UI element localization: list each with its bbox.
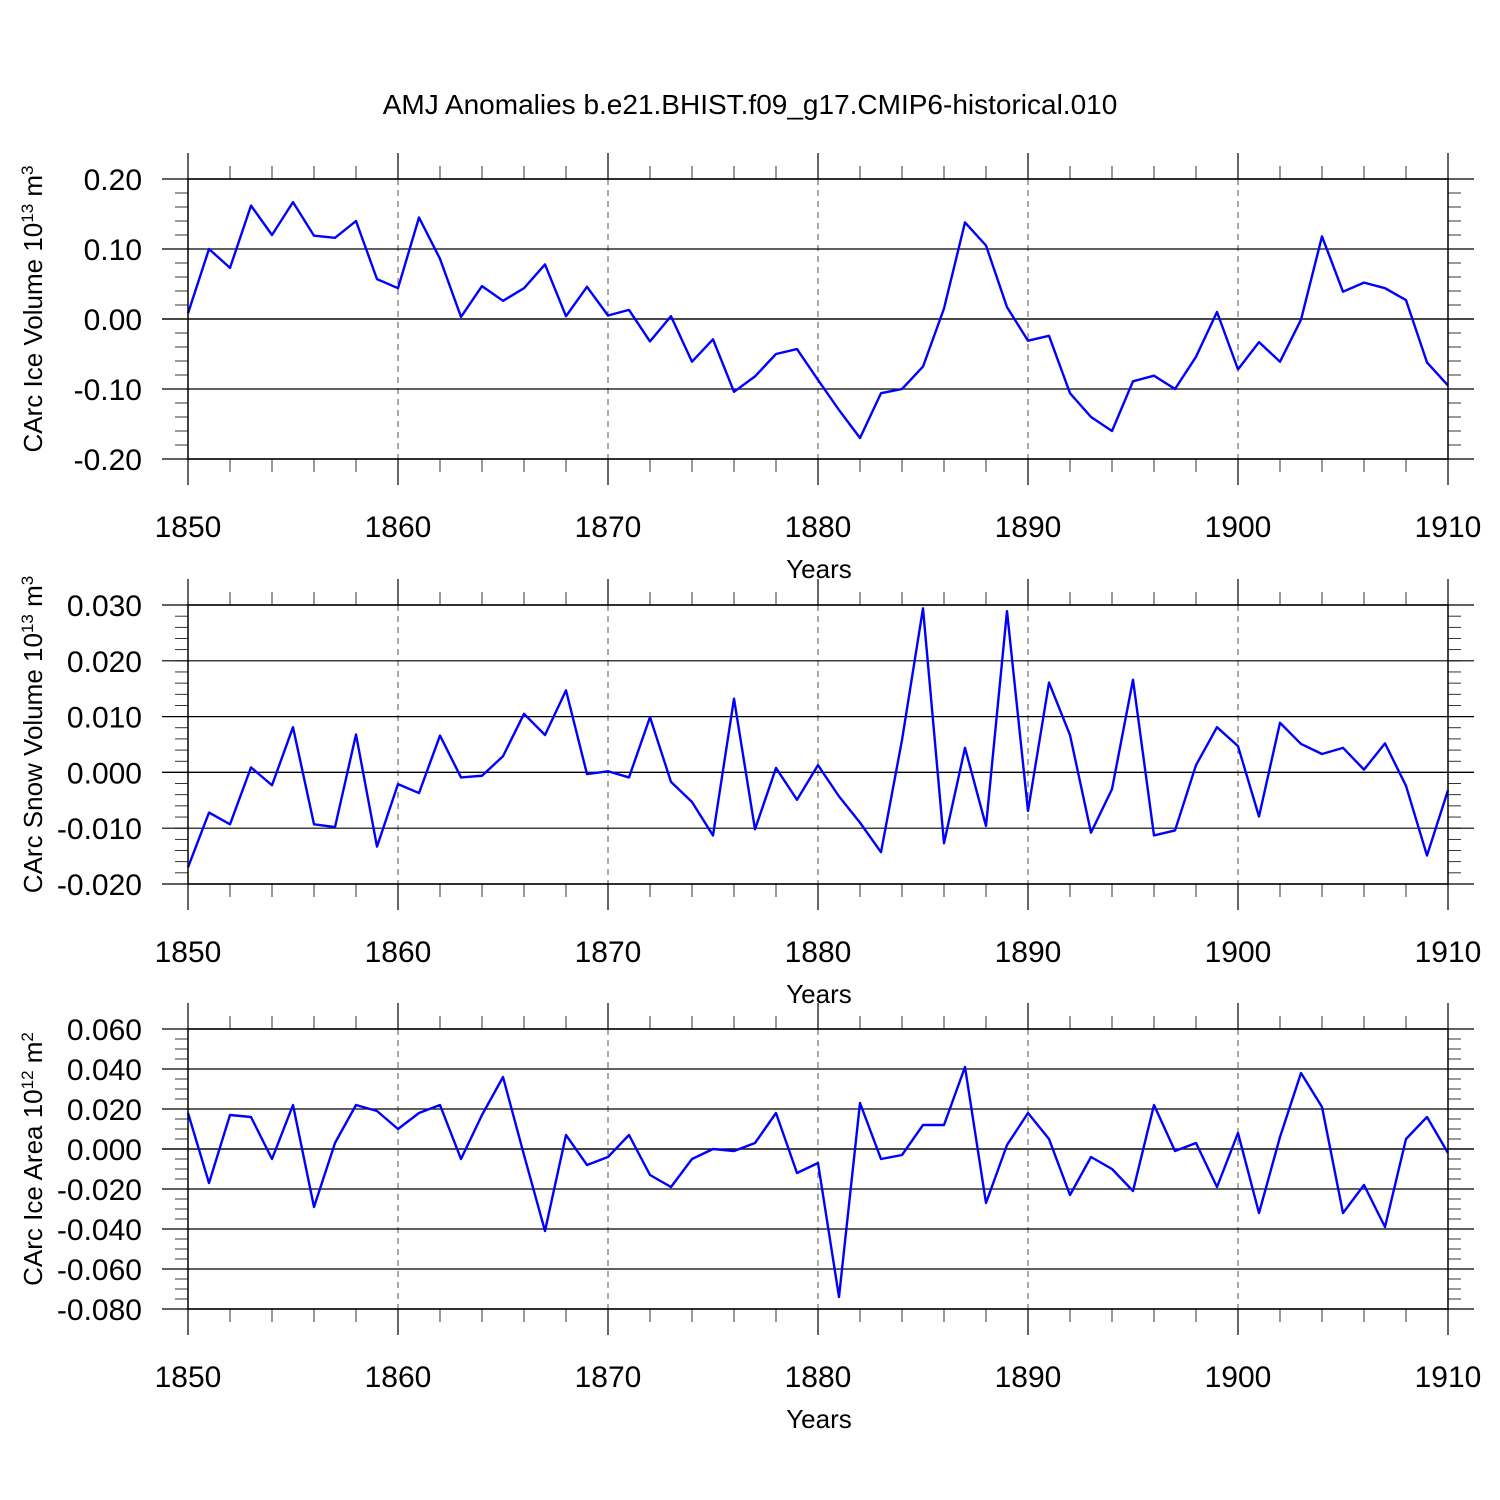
y-tick-label: -0.10 xyxy=(74,374,142,407)
y-axis-title: CArc Snow Volume 1013 m3 xyxy=(18,576,48,893)
x-tick-label: 1860 xyxy=(365,936,432,969)
y-axis-title-superscript: 12 xyxy=(18,1070,37,1089)
y-tick-label: -0.010 xyxy=(57,813,142,846)
y-tick-label: -0.020 xyxy=(57,869,142,902)
y-axis-title-part: CArc Snow Volume 10 xyxy=(18,633,48,893)
y-axis-title-part: m xyxy=(18,585,48,614)
panels: -0.20 -0.10 0.00 0.10 0.20 1850 1860 1870 1880 18… xyxy=(18,153,1482,1434)
x-tick-label: 1890 xyxy=(995,1361,1062,1394)
plot-frame xyxy=(187,604,1449,885)
y-tick-label: 0.20 xyxy=(84,164,142,197)
y-axis-title-part: CArc Ice Area 10 xyxy=(18,1089,48,1286)
plot-frame xyxy=(187,1028,1449,1310)
x-tick-label: 1870 xyxy=(575,511,642,544)
y-tick-label: -0.020 xyxy=(57,1174,142,1207)
y-tick-label: 0.060 xyxy=(67,1014,142,1047)
x-tick-label: 1910 xyxy=(1415,1361,1482,1394)
y-axis-title-superscript: 3 xyxy=(18,576,37,585)
y-tick-label: -0.080 xyxy=(57,1294,142,1327)
x-tick-label: 1900 xyxy=(1205,936,1272,969)
y-axis-title: CArc Ice Volume 1013 m3 xyxy=(18,165,48,452)
series-line-snow_volume xyxy=(186,607,1450,868)
y-axis-title-superscript: 2 xyxy=(18,1032,37,1041)
y-axis-title-part: CArc Ice Volume 10 xyxy=(18,223,48,453)
y-tick-label: -0.060 xyxy=(57,1254,142,1287)
x-tick-label: 1860 xyxy=(365,511,432,544)
x-axis-title: Years xyxy=(786,979,852,1009)
x-tick-label: 1870 xyxy=(575,1361,642,1394)
x-tick-label: 1910 xyxy=(1415,936,1482,969)
y-tick-label: 0.020 xyxy=(67,1094,142,1127)
y-tick-label: 0.000 xyxy=(67,757,142,790)
x-tick-label: 1890 xyxy=(995,511,1062,544)
y-tick-label: 0.040 xyxy=(67,1054,142,1087)
x-axis-title: Years xyxy=(786,1404,852,1434)
x-tick-label: 1850 xyxy=(155,1361,222,1394)
x-tick-label: 1900 xyxy=(1205,511,1272,544)
chart-panel-2: -0.020 -0.010 0.000 0.010 0.020 0.030 1850 1860… xyxy=(18,576,1482,1009)
y-axis-title-superscript: 13 xyxy=(18,204,37,223)
x-tick-label: 1880 xyxy=(785,511,852,544)
y-axis-title: CArc Ice Area 1012 m2 xyxy=(18,1032,48,1286)
x-tick-label: 1910 xyxy=(1415,511,1482,544)
x-axis-title: Years xyxy=(786,554,852,584)
y-tick-label: 0.000 xyxy=(67,1134,142,1167)
x-tick-label: 1850 xyxy=(155,511,222,544)
y-axis-title-superscript: 13 xyxy=(18,614,37,633)
y-tick-label: 0.020 xyxy=(67,646,142,679)
x-tick-label: 1880 xyxy=(785,1361,852,1394)
x-tick-label: 1900 xyxy=(1205,1361,1272,1394)
y-tick-label: 0.00 xyxy=(84,304,142,337)
x-tick-label: 1860 xyxy=(365,1361,432,1394)
x-tick-label: 1880 xyxy=(785,936,852,969)
figure-title: AMJ Anomalies b.e21.BHIST.f09_g17.CMIP6-… xyxy=(383,89,1118,120)
y-axis-title-superscript: 3 xyxy=(18,165,37,174)
y-tick-label: -0.20 xyxy=(74,444,142,477)
x-tick-label: 1850 xyxy=(155,936,222,969)
y-axis-title-part: m xyxy=(18,175,48,204)
series-line-ice_volume xyxy=(186,200,1449,440)
series-line-ice_area xyxy=(186,1065,1450,1299)
x-tick-label: 1890 xyxy=(995,936,1062,969)
y-tick-label: -0.040 xyxy=(57,1214,142,1247)
y-axis-title-part: m xyxy=(18,1042,48,1071)
y-tick-label: 0.030 xyxy=(67,590,142,623)
y-tick-label: 0.10 xyxy=(84,234,142,267)
y-tick-label: 0.010 xyxy=(67,702,142,735)
x-tick-label: 1870 xyxy=(575,936,642,969)
chart-panel-3: -0.080 -0.060 -0.040 -0.020 0.000 0.020 0.040 0… xyxy=(18,1003,1482,1434)
plot-frame xyxy=(187,178,1449,460)
chart-panel-1: -0.20 -0.10 0.00 0.10 0.20 1850 1860 1870 1880 18… xyxy=(18,153,1482,584)
